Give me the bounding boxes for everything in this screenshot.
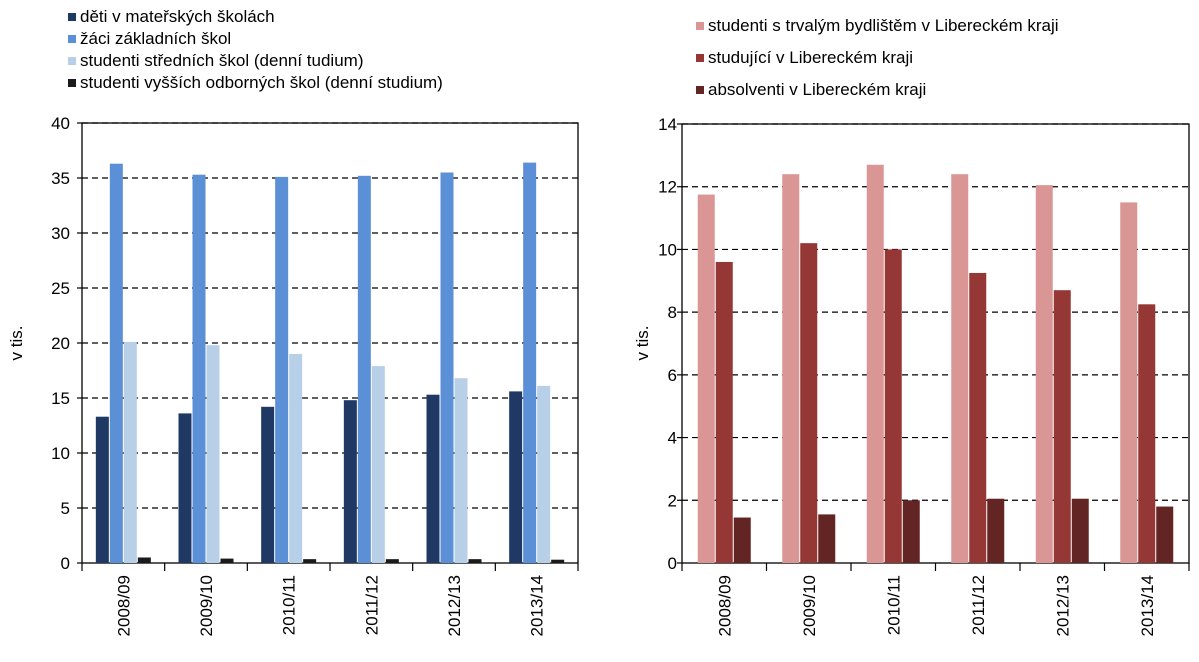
y-tick-label: 12 (658, 178, 677, 197)
bar (192, 174, 206, 563)
bar (357, 175, 371, 564)
bar (1156, 506, 1174, 563)
bar (1035, 185, 1053, 563)
legend-label: studenti s trvalým bydlištěm v Liberecké… (708, 16, 1059, 35)
bar (537, 385, 551, 563)
x-tick-label: 2013/14 (528, 575, 547, 636)
bar (697, 194, 715, 563)
bar (951, 174, 969, 563)
x-tick-label: 2013/14 (1138, 575, 1157, 636)
legend-swatch (696, 86, 704, 94)
legend-label: studenti vyšších odborných škol (denní s… (80, 73, 443, 92)
bar (275, 176, 289, 563)
x-tick-label: 2009/10 (800, 575, 819, 636)
legend-swatch (68, 13, 76, 21)
bar (454, 378, 468, 563)
y-tick-label: 25 (51, 279, 70, 298)
x-tick-label: 2008/09 (715, 575, 734, 636)
y-axis-label: v tis. (633, 326, 652, 361)
y-tick-label: 0 (61, 554, 70, 573)
legend-swatch (696, 54, 704, 62)
y-tick-label: 10 (51, 444, 70, 463)
legend-swatch (68, 57, 76, 65)
y-tick-label: 8 (668, 303, 677, 322)
bar (1053, 290, 1071, 563)
bar (426, 394, 440, 563)
bar (523, 162, 537, 563)
chart-school-pupils: 0 5 10 15 20 25 30 35 40 v tis. 2008/09 2009/10 2010… (7, 7, 579, 636)
bar (1071, 498, 1089, 563)
bar (987, 498, 1005, 563)
bar (289, 354, 303, 563)
legend-label: studující v Libereckém kraji (708, 48, 913, 67)
bar (715, 261, 733, 563)
x-tick-label: 2012/13 (445, 575, 464, 636)
bar (902, 500, 920, 563)
y-tick-label: 20 (51, 334, 70, 353)
y-tick-label: 40 (51, 114, 70, 133)
legend-label: děti v mateřských školách (80, 7, 275, 26)
x-tick-label: 2009/10 (197, 575, 216, 636)
bar (818, 514, 836, 563)
x-tick-label: 2011/12 (969, 575, 988, 635)
legend-swatch (68, 79, 76, 87)
x-tick-label: 2011/12 (362, 575, 381, 635)
x-tick-label: 2010/11 (884, 575, 903, 635)
bar (303, 559, 317, 563)
bar (261, 406, 275, 563)
y-tick-label: 15 (51, 389, 70, 408)
bar (1120, 202, 1138, 563)
x-tick-label: 2012/13 (1053, 575, 1072, 636)
y-tick-label: 14 (658, 115, 677, 134)
chart-university-students: 0 2 4 6 8 10 12 14 v tis. 2008/09 2009/10 2010/11 20… (633, 16, 1190, 636)
legend-swatch (68, 35, 76, 43)
bar (371, 366, 385, 563)
bar (1138, 304, 1156, 563)
y-tick-label: 0 (668, 554, 677, 573)
bar (206, 345, 220, 563)
bar (123, 341, 137, 563)
x-tick-label: 2010/11 (280, 575, 299, 635)
y-tick-label: 10 (658, 240, 677, 259)
legend-swatch (696, 22, 704, 30)
y-tick-label: 35 (51, 169, 70, 188)
y-tick-label: 5 (61, 499, 70, 518)
bar (800, 243, 818, 563)
bar (109, 163, 123, 563)
bar (884, 249, 902, 563)
bar (551, 559, 565, 563)
y-tick-label: 2 (668, 491, 677, 510)
bar (782, 174, 800, 563)
bar (468, 559, 482, 563)
y-tick-label: 6 (668, 366, 677, 385)
bar (969, 272, 987, 563)
x-tick-label: 2008/09 (114, 575, 133, 636)
plot-frame (681, 123, 1190, 564)
y-tick-label: 30 (51, 224, 70, 243)
bar (343, 400, 357, 563)
bar (385, 559, 399, 563)
bar (866, 164, 884, 563)
bar (220, 558, 234, 563)
legend-label: žáci základních škol (80, 29, 231, 48)
y-axis-label: v tis. (7, 326, 26, 361)
bar (178, 413, 192, 563)
bar (137, 557, 151, 563)
legend-label: absolventi v Libereckém kraji (708, 80, 926, 99)
y-tick-label: 4 (668, 429, 677, 448)
bar (95, 416, 109, 563)
bar (509, 391, 523, 563)
legend-label: studenti středních škol (denní tudium) (80, 51, 363, 70)
bar (733, 517, 751, 563)
bar (440, 172, 454, 563)
